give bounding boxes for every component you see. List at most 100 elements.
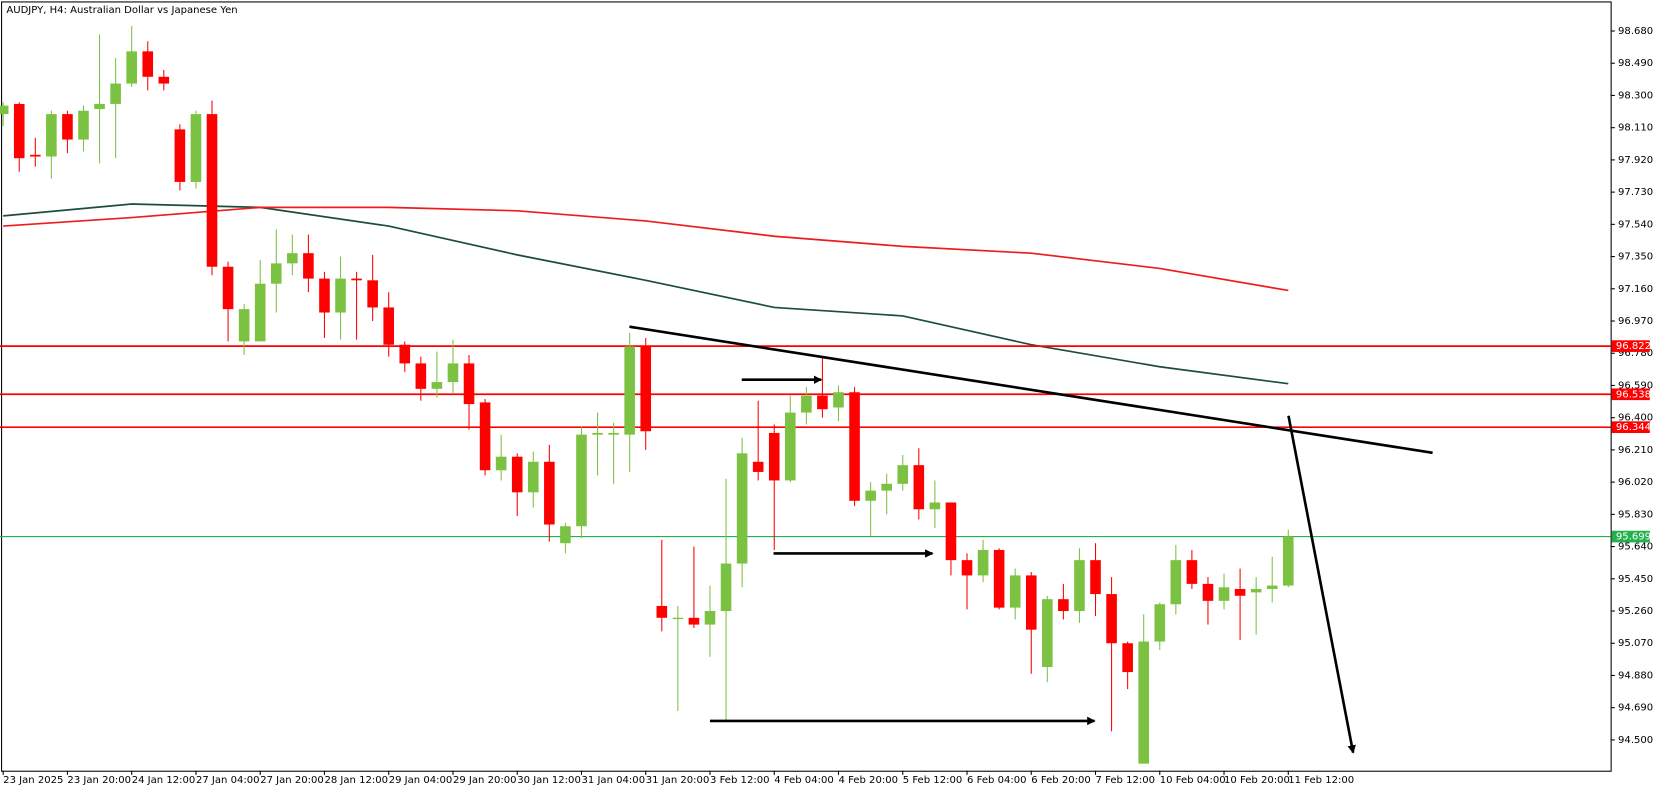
candle-body xyxy=(206,114,218,267)
y-tick-label: 97.730 xyxy=(1618,187,1653,198)
y-tick-label: 96.590 xyxy=(1618,380,1653,391)
candle-body xyxy=(720,563,732,612)
x-tick-label: 24 Jan 12:00 xyxy=(132,775,196,786)
candle-body xyxy=(190,114,202,182)
y-tick-label: 96.020 xyxy=(1618,477,1653,488)
x-tick-label: 29 Jan 04:00 xyxy=(389,775,453,786)
candle-body xyxy=(849,392,860,501)
candle-body xyxy=(399,344,411,364)
candle-body xyxy=(447,363,459,383)
candle-body xyxy=(704,611,716,625)
level-label-box xyxy=(1611,340,1650,352)
candle-body xyxy=(495,456,507,471)
candle-body xyxy=(511,456,523,493)
candle-body xyxy=(431,382,443,389)
candle-body xyxy=(1106,594,1117,644)
y-tick-label: 98.110 xyxy=(1618,123,1653,134)
candle-body xyxy=(30,154,41,157)
candle-body xyxy=(238,309,250,342)
candle-body xyxy=(1154,604,1166,642)
candle-body xyxy=(463,363,475,405)
candle-body xyxy=(688,617,700,625)
candle-body xyxy=(1218,587,1230,601)
y-tick-label: 98.300 xyxy=(1618,90,1653,101)
x-tick-label: 4 Feb 20:00 xyxy=(838,775,898,786)
level-label: 96.344 xyxy=(1616,422,1651,433)
candle-body xyxy=(592,432,603,435)
candle-body xyxy=(1250,588,1262,593)
candle-body xyxy=(1282,536,1294,586)
candle-body xyxy=(1009,575,1021,608)
y-tick-label: 95.830 xyxy=(1618,509,1653,520)
candle-body xyxy=(174,129,186,182)
moving-average xyxy=(3,206,1289,292)
candle-body xyxy=(254,283,266,342)
x-tick-label: 28 Jan 12:00 xyxy=(324,775,388,786)
candle-body xyxy=(1234,588,1246,596)
candle-body xyxy=(672,617,684,620)
x-tick-label: 6 Feb 04:00 xyxy=(967,775,1027,786)
level-label: 95.699 xyxy=(1616,532,1651,543)
candle-body xyxy=(560,526,571,544)
x-tick-label: 7 Feb 12:00 xyxy=(1096,775,1156,786)
candle-body xyxy=(367,280,378,308)
candle-body xyxy=(78,110,89,140)
x-tick-label: 23 Jan 2025 xyxy=(3,775,63,786)
y-tick-label: 98.490 xyxy=(1618,58,1653,69)
candle-body xyxy=(62,114,73,140)
candle-body xyxy=(1025,575,1037,630)
y-tick-label: 96.400 xyxy=(1618,413,1653,424)
candle-body xyxy=(142,51,154,77)
candle-body xyxy=(624,346,635,435)
candle-body xyxy=(833,392,844,408)
y-tick-label: 96.210 xyxy=(1618,445,1653,456)
candle-body xyxy=(335,278,346,313)
x-tick-label: 10 Feb 20:00 xyxy=(1224,775,1290,786)
candle-body xyxy=(222,266,234,310)
level-label: 96.538 xyxy=(1616,389,1651,400)
y-tick-label: 98.680 xyxy=(1618,26,1653,37)
x-tick-label: 31 Jan 04:00 xyxy=(581,775,645,786)
candle-body xyxy=(785,412,796,481)
candle-body xyxy=(126,51,137,84)
candle-body xyxy=(640,346,652,432)
candle-body xyxy=(1090,560,1101,595)
candle-body xyxy=(1186,560,1198,584)
candle-body xyxy=(945,502,957,561)
candle-body xyxy=(351,278,362,281)
y-tick-label: 94.500 xyxy=(1618,735,1653,746)
candle-body xyxy=(768,432,780,481)
candle-body xyxy=(479,402,491,471)
candle-body xyxy=(929,502,941,510)
plot-layer: 98.680 98.490 98.300 98.110 97.920 97.730 97.5… xyxy=(0,25,1653,786)
candle-body xyxy=(287,253,298,264)
candle-body xyxy=(817,395,828,410)
candle-body xyxy=(270,263,282,284)
candle-body xyxy=(94,103,105,110)
y-tick-label: 97.160 xyxy=(1618,284,1653,295)
x-tick-label: 27 Jan 04:00 xyxy=(196,775,260,786)
candle-body xyxy=(110,83,121,104)
y-tick-label: 97.540 xyxy=(1618,219,1653,230)
y-tick-label: 95.260 xyxy=(1618,606,1653,617)
y-tick-label: 96.780 xyxy=(1618,348,1653,359)
moving-average xyxy=(3,203,1289,385)
x-tick-label: 31 Jan 20:00 xyxy=(646,775,710,786)
candle-body xyxy=(961,560,973,576)
candle-body xyxy=(319,278,330,313)
candle-body xyxy=(736,453,748,564)
candle-body xyxy=(1266,585,1278,589)
x-tick-label: 30 Jan 12:00 xyxy=(517,775,581,786)
y-tick-label: 95.450 xyxy=(1618,574,1653,585)
level-label-box xyxy=(1611,388,1650,401)
candle-body xyxy=(1122,643,1133,673)
candle-body xyxy=(752,461,764,472)
candle-body xyxy=(527,461,539,493)
candle-body xyxy=(881,483,892,491)
candle-body xyxy=(1042,599,1053,667)
candle-body xyxy=(1170,560,1182,605)
x-tick-label: 6 Feb 20:00 xyxy=(1031,775,1091,786)
candle-body xyxy=(13,103,25,159)
y-tick-label: 94.690 xyxy=(1618,703,1653,714)
